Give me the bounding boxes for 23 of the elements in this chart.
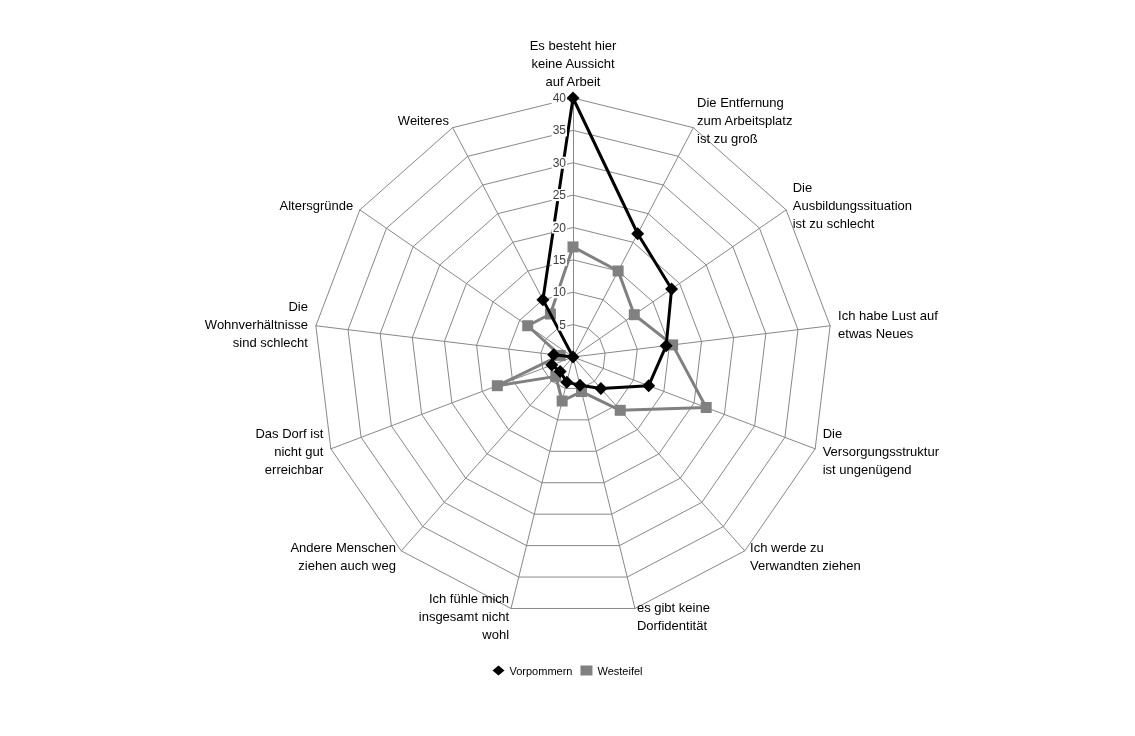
spoke-label: Weiteres: [397, 113, 450, 129]
spoke-label: Es besteht hier keine Aussicht auf Arbeit: [529, 37, 618, 89]
y-tick-label: 25: [552, 188, 567, 203]
spoke-label: Ich fühle mich insgesamt nicht wohl: [418, 590, 510, 642]
spoke-label: Das Dorf ist nicht gut erreichbar: [255, 426, 325, 478]
legend-label: Westeifel: [597, 664, 643, 677]
y-tick-label: 35: [552, 123, 567, 138]
spoke-label: Die Entfernung zum Arbeitsplatz ist zu groß: [697, 95, 793, 147]
spoke-label: Die Versorgungsstruktur ist ungenügend: [822, 426, 940, 478]
spoke-label: Ich werde zu Verwandten ziehen: [750, 540, 861, 574]
spoke-label: Die Ausbildungssituation ist zu schlecht: [792, 179, 912, 231]
legend-label: Vorpommern: [509, 664, 573, 677]
y-tick-label: 40: [552, 91, 567, 105]
spoke-label: Altersgründe: [279, 197, 354, 213]
y-tick-label: 30: [552, 155, 567, 170]
y-tick-label: 15: [552, 252, 567, 267]
spoke-label: Ich habe Lust auf etwas Neues: [838, 308, 939, 342]
y-tick-label: 20: [552, 220, 567, 235]
spoke-label: es gibt keine Dorfidentität: [636, 599, 710, 633]
y-tick-label: 10: [552, 285, 567, 300]
y-tick-label: 5: [559, 317, 567, 332]
spoke-label: Die Wohnverhältnisse sind schlecht: [204, 299, 309, 351]
spoke-label: Andere Menschen ziehen auch weg: [290, 540, 396, 574]
